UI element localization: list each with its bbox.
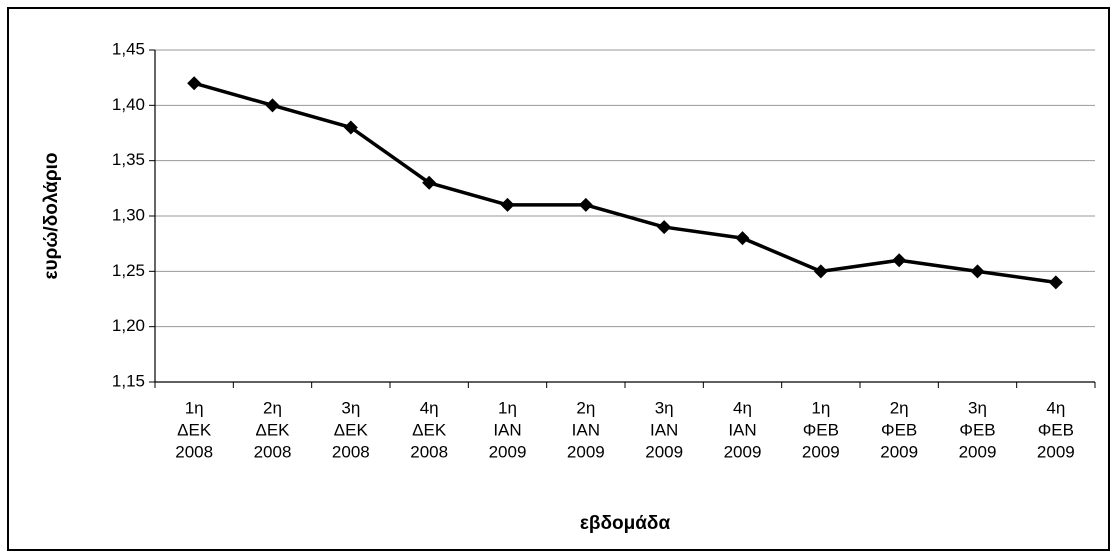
x-axis-title: εβδομάδα: [580, 513, 671, 534]
data-marker: [265, 98, 280, 113]
x-tick-label: ΔΕΚ: [177, 420, 212, 439]
data-marker: [813, 264, 828, 279]
x-tick-label: 3η: [655, 398, 674, 417]
x-tick-label: ΔΕΚ: [334, 420, 369, 439]
x-tick-label: 3η: [341, 398, 360, 417]
y-axis-title: ευρώ/δολάριο: [41, 153, 62, 280]
x-tick-label: 3η: [968, 398, 987, 417]
x-tick-label: 2009: [645, 442, 683, 461]
x-tick-label: 2009: [1037, 442, 1075, 461]
y-tick-label: 1,20: [112, 316, 145, 335]
x-tick-label: 2009: [880, 442, 918, 461]
x-tick-label: ΙΑΝ: [650, 420, 678, 439]
y-tick-label: 1,40: [112, 95, 145, 114]
x-tick-label: 2009: [724, 442, 762, 461]
y-tick-label: 1,35: [112, 150, 145, 169]
data-line: [193, 81, 1057, 285]
x-tick-label: 1η: [185, 398, 204, 417]
data-marker: [187, 76, 202, 91]
data-marker: [500, 197, 515, 212]
y-tick-label: 1,45: [112, 39, 145, 58]
x-tick-label: 2009: [802, 442, 840, 461]
x-tick-label: ΙΑΝ: [572, 420, 600, 439]
x-tick-label: 2η: [263, 398, 282, 417]
x-tick-label: 4η: [420, 398, 439, 417]
chart-frame: [7, 7, 1110, 551]
x-tick-label: ΦΕΒ: [959, 420, 995, 439]
x-tick-label: 2η: [890, 398, 909, 417]
data-marker: [578, 197, 593, 212]
x-tick-label: 2008: [175, 442, 213, 461]
x-tick-label: 2009: [567, 442, 605, 461]
x-tick-label: 2009: [959, 442, 997, 461]
x-tick-label: ΦΕΒ: [1038, 420, 1074, 439]
x-tick-label: ΔΕΚ: [255, 420, 290, 439]
data-marker: [657, 220, 672, 235]
x-tick-label: 1η: [811, 398, 830, 417]
x-tick-label: 2008: [254, 442, 292, 461]
y-tick-label: 1,25: [112, 261, 145, 280]
data-marker: [422, 175, 437, 190]
x-tick-label: 4η: [733, 398, 752, 417]
y-tick-label: 1,30: [112, 205, 145, 224]
data-marker: [892, 253, 907, 268]
x-tick-label: 1η: [498, 398, 517, 417]
x-tick-label: 2009: [489, 442, 527, 461]
x-tick-label: ΔΕΚ: [412, 420, 447, 439]
data-marker: [343, 120, 358, 135]
y-tick-label: 1,15: [112, 371, 145, 390]
x-tick-label: ΙΑΝ: [493, 420, 521, 439]
x-tick-label: 2008: [332, 442, 370, 461]
x-tick-label: 4η: [1046, 398, 1065, 417]
x-tick-label: ΙΑΝ: [728, 420, 756, 439]
data-marker: [735, 231, 750, 246]
data-marker: [1048, 275, 1063, 290]
x-tick-label: ΦΕΒ: [881, 420, 917, 439]
x-tick-label: ΦΕΒ: [803, 420, 839, 439]
x-tick-label: 2008: [410, 442, 448, 461]
data-marker: [970, 264, 985, 279]
x-tick-label: 2η: [576, 398, 595, 417]
